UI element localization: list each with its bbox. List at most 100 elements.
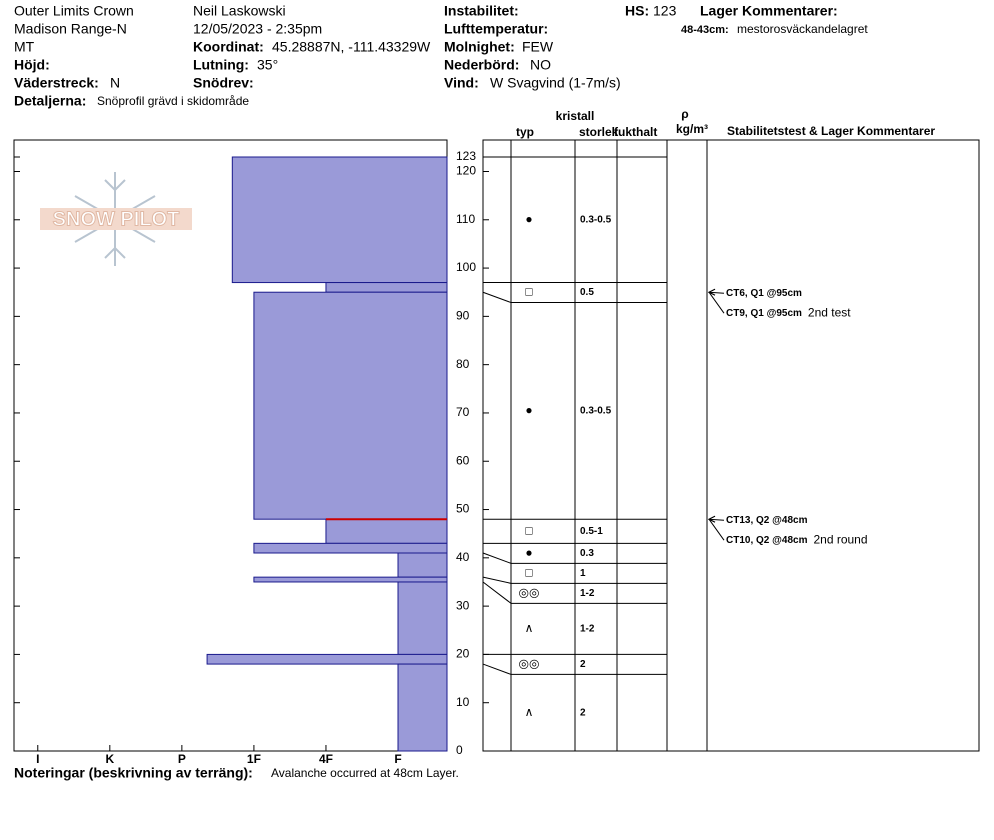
coord: 45.28887N, -111.43329W <box>272 39 431 55</box>
label: HS: <box>625 3 649 19</box>
logo: SNOW PILOT <box>40 172 192 266</box>
hardness-bar <box>397 581 448 655</box>
y-tick-label: 30 <box>456 598 470 612</box>
column-headers: kristall typ storlek fukthalt ρ kg/m³ St… <box>516 107 935 139</box>
observer: Neil Laskowski <box>193 3 286 19</box>
grain-type: ● <box>525 212 532 226</box>
layer-table-frame <box>482 139 980 752</box>
grain-size: 1 <box>580 568 586 579</box>
y-tick-label: 123 <box>456 149 476 163</box>
layer-connector <box>482 552 667 564</box>
layer-connector <box>482 576 667 584</box>
label: Väderstreck: <box>14 75 99 91</box>
test-arrowhead <box>707 288 716 296</box>
grain-type: ◎◎ <box>519 586 540 600</box>
header: Outer Limits Crown Neil Laskowski Instab… <box>14 3 868 109</box>
precip: NO <box>530 57 551 73</box>
hs: 123 <box>653 3 677 19</box>
test-label: CT6, Q1 @95cm <box>726 288 802 299</box>
label: Lager Kommentarer: <box>700 3 838 19</box>
hardness-bar <box>206 653 448 665</box>
site: Outer Limits Crown <box>14 3 134 19</box>
y-tick-label: 60 <box>456 453 470 467</box>
grain-type: ● <box>525 403 532 417</box>
hardness-bar <box>253 291 448 520</box>
details: Snöprofil grävd i skidområde <box>97 94 249 108</box>
grain-size: 2 <box>580 707 586 718</box>
label: Nederbörd: <box>444 57 519 73</box>
wind: W Svagvind (1-7m/s) <box>490 75 621 91</box>
grain-size: 0.5-1 <box>580 526 603 537</box>
grain-type: □ <box>525 285 532 299</box>
grain-type: ● <box>525 546 532 560</box>
x-tick-label: I <box>36 752 39 766</box>
hardness-bar <box>397 663 448 752</box>
test-arrow <box>708 291 725 294</box>
column-header: fukthalt <box>614 125 657 139</box>
y-tick-label: 110 <box>456 212 475 226</box>
label: Molnighet: <box>444 39 515 55</box>
layer-connector <box>482 581 667 604</box>
test-arrow <box>708 291 725 314</box>
column-header: typ <box>516 125 534 139</box>
column-header: Stabilitetstest & Lager Kommentarer <box>727 124 935 138</box>
grain-type: ∧ <box>525 621 534 635</box>
test-comment: 2nd test <box>808 305 851 319</box>
state: MT <box>14 39 35 55</box>
hardness-bar <box>325 518 448 544</box>
range: Madison Range-N <box>14 21 127 37</box>
logo-text: SNOW PILOT <box>53 208 180 230</box>
label: Lutning: <box>193 57 249 73</box>
column-header: ρ <box>681 107 688 121</box>
test-comment: 2nd round <box>813 532 867 546</box>
grain-size: 1-2 <box>580 588 595 599</box>
y-tick-label: 50 <box>456 502 470 516</box>
y-tick-label: 40 <box>456 550 470 564</box>
x-tick-label: 1F <box>247 752 261 766</box>
y-tick-label: 100 <box>456 260 476 274</box>
hardness-bar <box>325 282 448 293</box>
label: Snödrev: <box>193 75 254 91</box>
x-tick-label: 4F <box>319 752 333 766</box>
label: Koordinat: <box>193 39 264 55</box>
grain-size: 0.3-0.5 <box>580 214 612 225</box>
label: 48-43cm: <box>681 24 729 36</box>
grain-type: ◎◎ <box>519 657 540 671</box>
y-tick-label: 80 <box>456 357 470 371</box>
test-label: CT9, Q1 @95cm <box>726 308 802 319</box>
hardness-bar <box>253 542 448 554</box>
grain-size: 2 <box>580 659 586 670</box>
test-label: CT13, Q2 @48cm <box>726 515 808 526</box>
sky: FEW <box>522 39 554 55</box>
layer-connector <box>482 291 667 304</box>
layer-connector <box>482 663 667 675</box>
label: Detaljerna: <box>14 93 86 109</box>
hardness-bar <box>253 576 448 583</box>
grain-size: 1-2 <box>580 624 595 635</box>
y-tick-label: 20 <box>456 647 470 661</box>
x-tick-label: F <box>394 752 401 766</box>
grain-size: 0.3-0.5 <box>580 406 612 417</box>
column-header: kg/m³ <box>676 122 708 136</box>
y-tick-label: 90 <box>456 309 470 323</box>
column-header: kristall <box>556 109 595 123</box>
grain-type: □ <box>525 566 532 580</box>
table-columns <box>510 140 708 751</box>
test-arrow <box>708 518 725 521</box>
y-tick-label: 70 <box>456 405 470 419</box>
label: Instabilitet: <box>444 3 519 19</box>
x-tick-label: P <box>178 752 186 766</box>
grain-size: 0.3 <box>580 548 594 559</box>
grain-size: 0.5 <box>580 287 594 298</box>
footer: Noteringar (beskrivning av terräng): Ava… <box>14 765 459 781</box>
label: Noteringar (beskrivning av terräng): <box>14 765 253 781</box>
hardness-bar <box>397 552 448 578</box>
aspect: N <box>110 75 120 91</box>
datetime: 12/05/2023 - 2:35pm <box>193 21 322 37</box>
y-tick-label: 120 <box>456 164 476 178</box>
test-label: CT10, Q2 @48cm <box>726 535 808 546</box>
label: Vind: <box>444 75 479 91</box>
grain-type: ∧ <box>525 705 534 719</box>
